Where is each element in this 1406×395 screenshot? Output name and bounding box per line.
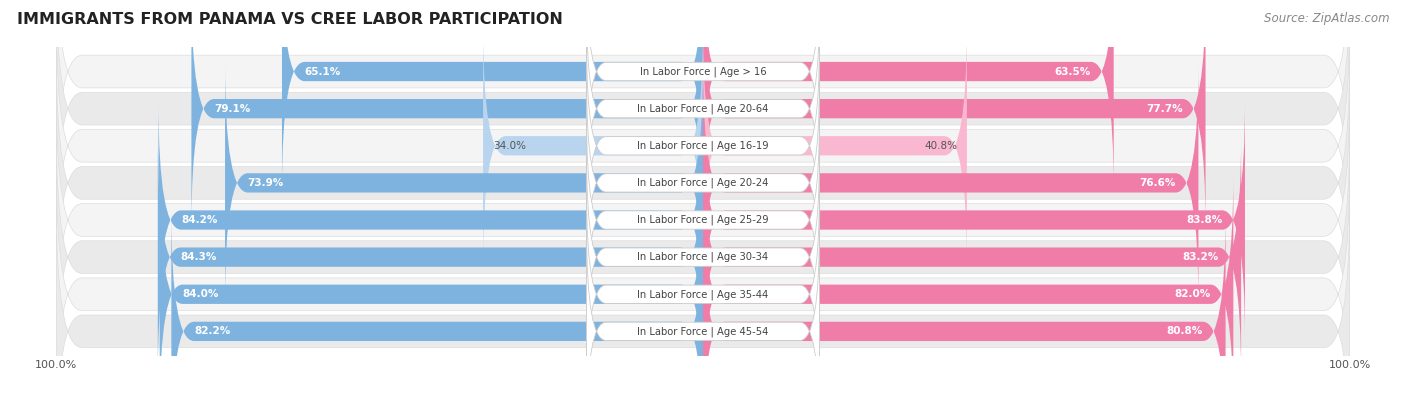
FancyBboxPatch shape bbox=[586, 43, 820, 248]
Text: 84.0%: 84.0% bbox=[183, 289, 219, 299]
Text: In Labor Force | Age 25-29: In Labor Force | Age 25-29 bbox=[637, 215, 769, 225]
FancyBboxPatch shape bbox=[703, 26, 967, 266]
Text: 77.7%: 77.7% bbox=[1146, 103, 1182, 114]
Text: In Labor Force | Age 20-64: In Labor Force | Age 20-64 bbox=[637, 103, 769, 114]
Text: 76.6%: 76.6% bbox=[1139, 178, 1175, 188]
FancyBboxPatch shape bbox=[484, 26, 703, 266]
FancyBboxPatch shape bbox=[586, 118, 820, 322]
FancyBboxPatch shape bbox=[703, 137, 1241, 377]
FancyBboxPatch shape bbox=[157, 137, 703, 377]
FancyBboxPatch shape bbox=[586, 6, 820, 211]
FancyBboxPatch shape bbox=[586, 0, 820, 174]
Text: 73.9%: 73.9% bbox=[247, 178, 284, 188]
FancyBboxPatch shape bbox=[283, 0, 703, 192]
Text: 83.2%: 83.2% bbox=[1182, 252, 1219, 262]
Text: 82.2%: 82.2% bbox=[194, 326, 231, 337]
FancyBboxPatch shape bbox=[703, 211, 1226, 395]
Legend: Immigrants from Panama, Cree: Immigrants from Panama, Cree bbox=[582, 394, 824, 395]
FancyBboxPatch shape bbox=[586, 229, 820, 395]
Text: 40.8%: 40.8% bbox=[924, 141, 957, 151]
FancyBboxPatch shape bbox=[225, 63, 703, 303]
FancyBboxPatch shape bbox=[56, 162, 1350, 395]
Text: 79.1%: 79.1% bbox=[214, 103, 250, 114]
FancyBboxPatch shape bbox=[56, 13, 1350, 278]
FancyBboxPatch shape bbox=[586, 155, 820, 359]
Text: In Labor Force | Age 30-34: In Labor Force | Age 30-34 bbox=[637, 252, 769, 262]
FancyBboxPatch shape bbox=[160, 174, 703, 395]
Text: In Labor Force | Age 45-54: In Labor Force | Age 45-54 bbox=[637, 326, 769, 337]
FancyBboxPatch shape bbox=[191, 0, 703, 229]
Text: In Labor Force | Age 35-44: In Labor Force | Age 35-44 bbox=[637, 289, 769, 299]
FancyBboxPatch shape bbox=[56, 88, 1350, 352]
Text: In Labor Force | Age > 16: In Labor Force | Age > 16 bbox=[640, 66, 766, 77]
Text: 63.5%: 63.5% bbox=[1054, 66, 1091, 77]
FancyBboxPatch shape bbox=[56, 199, 1350, 395]
Text: In Labor Force | Age 20-24: In Labor Force | Age 20-24 bbox=[637, 178, 769, 188]
FancyBboxPatch shape bbox=[703, 63, 1198, 303]
FancyBboxPatch shape bbox=[703, 0, 1114, 192]
FancyBboxPatch shape bbox=[586, 81, 820, 285]
FancyBboxPatch shape bbox=[56, 51, 1350, 315]
Text: 83.8%: 83.8% bbox=[1187, 215, 1222, 225]
FancyBboxPatch shape bbox=[703, 0, 1205, 229]
FancyBboxPatch shape bbox=[172, 211, 703, 395]
FancyBboxPatch shape bbox=[56, 0, 1350, 241]
Text: 84.2%: 84.2% bbox=[181, 215, 218, 225]
FancyBboxPatch shape bbox=[586, 192, 820, 395]
FancyBboxPatch shape bbox=[56, 0, 1350, 204]
FancyBboxPatch shape bbox=[703, 174, 1233, 395]
FancyBboxPatch shape bbox=[56, 125, 1350, 389]
Text: 82.0%: 82.0% bbox=[1174, 289, 1211, 299]
Text: Source: ZipAtlas.com: Source: ZipAtlas.com bbox=[1264, 12, 1389, 25]
FancyBboxPatch shape bbox=[159, 100, 703, 340]
Text: In Labor Force | Age 16-19: In Labor Force | Age 16-19 bbox=[637, 141, 769, 151]
Text: 65.1%: 65.1% bbox=[305, 66, 340, 77]
FancyBboxPatch shape bbox=[703, 100, 1244, 340]
Text: IMMIGRANTS FROM PANAMA VS CREE LABOR PARTICIPATION: IMMIGRANTS FROM PANAMA VS CREE LABOR PAR… bbox=[17, 12, 562, 27]
Text: 34.0%: 34.0% bbox=[494, 141, 526, 151]
Text: 84.3%: 84.3% bbox=[180, 252, 217, 262]
Text: 80.8%: 80.8% bbox=[1167, 326, 1204, 337]
